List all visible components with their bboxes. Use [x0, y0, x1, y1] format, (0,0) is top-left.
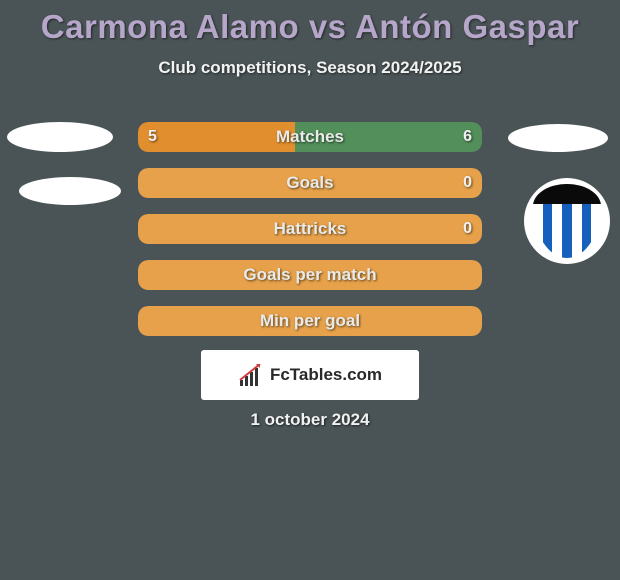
stat-bar-label: Matches: [138, 122, 482, 152]
fctables-icon: [238, 364, 264, 386]
stat-bar-row: Matches5 6: [138, 122, 482, 152]
player2-avatar-placeholder-top: [508, 124, 608, 152]
stat-bar-label: Hattricks: [138, 214, 482, 244]
stat-bar-right-value: 0: [463, 214, 472, 244]
stat-bar-left-value: 5: [148, 122, 157, 152]
player2-club-crest: [524, 178, 610, 264]
stat-bar-right-value: 6: [463, 122, 472, 152]
season-subtitle: Club competitions, Season 2024/2025: [0, 58, 620, 78]
player1-avatar-placeholder-top: [7, 122, 113, 152]
stat-bars-container: Matches56Goals0Hattricks0Goals per match…: [138, 122, 482, 352]
snapshot-date: 1 october 2024: [0, 410, 620, 430]
player2-name: Antón Gaspar: [355, 8, 579, 45]
player1-name: Carmona Alamo: [41, 8, 299, 45]
vs-separator: vs: [309, 8, 347, 45]
stat-bar-row: Goals0: [138, 168, 482, 198]
stat-bar-label: Goals per match: [138, 260, 482, 290]
source-logo: FcTables.com: [201, 350, 419, 400]
stat-bar-row: Goals per match: [138, 260, 482, 290]
stat-bar-row: Min per goal: [138, 306, 482, 336]
player1-avatar-placeholder-bottom: [19, 177, 121, 205]
comparison-title: Carmona Alamo vs Antón Gaspar: [0, 0, 620, 46]
stat-bar-label: Goals: [138, 168, 482, 198]
stat-bar-label: Min per goal: [138, 306, 482, 336]
crest-icon: [533, 184, 601, 258]
stat-bar-row: Hattricks0: [138, 214, 482, 244]
source-logo-text: FcTables.com: [270, 365, 382, 385]
stat-bar-right-value: 0: [463, 168, 472, 198]
